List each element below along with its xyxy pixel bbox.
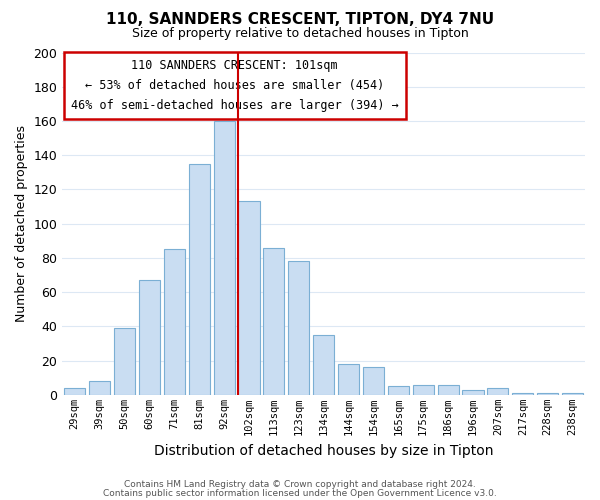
Y-axis label: Number of detached properties: Number of detached properties	[15, 125, 28, 322]
Text: Size of property relative to detached houses in Tipton: Size of property relative to detached ho…	[131, 28, 469, 40]
Text: 110 SANNDERS CRESCENT: 101sqm
← 53% of detached houses are smaller (454)
46% of : 110 SANNDERS CRESCENT: 101sqm ← 53% of d…	[71, 60, 398, 112]
Bar	[413, 384, 434, 395]
Bar	[114, 328, 135, 395]
Bar	[437, 384, 458, 395]
Text: Contains public sector information licensed under the Open Government Licence v3: Contains public sector information licen…	[103, 488, 497, 498]
Bar	[463, 390, 484, 395]
Text: Contains HM Land Registry data © Crown copyright and database right 2024.: Contains HM Land Registry data © Crown c…	[124, 480, 476, 489]
Bar	[139, 280, 160, 395]
Bar	[288, 262, 310, 395]
Text: 110, SANNDERS CRESCENT, TIPTON, DY4 7NU: 110, SANNDERS CRESCENT, TIPTON, DY4 7NU	[106, 12, 494, 28]
Bar	[313, 335, 334, 395]
Bar	[64, 388, 85, 395]
Bar	[363, 368, 384, 395]
Bar	[188, 164, 210, 395]
Bar	[214, 121, 235, 395]
Bar	[388, 386, 409, 395]
Bar	[89, 381, 110, 395]
Bar	[537, 393, 558, 395]
X-axis label: Distribution of detached houses by size in Tipton: Distribution of detached houses by size …	[154, 444, 493, 458]
Bar	[562, 393, 583, 395]
Bar	[338, 364, 359, 395]
Bar	[164, 250, 185, 395]
Bar	[487, 388, 508, 395]
Bar	[238, 202, 260, 395]
Bar	[512, 393, 533, 395]
Bar	[263, 248, 284, 395]
